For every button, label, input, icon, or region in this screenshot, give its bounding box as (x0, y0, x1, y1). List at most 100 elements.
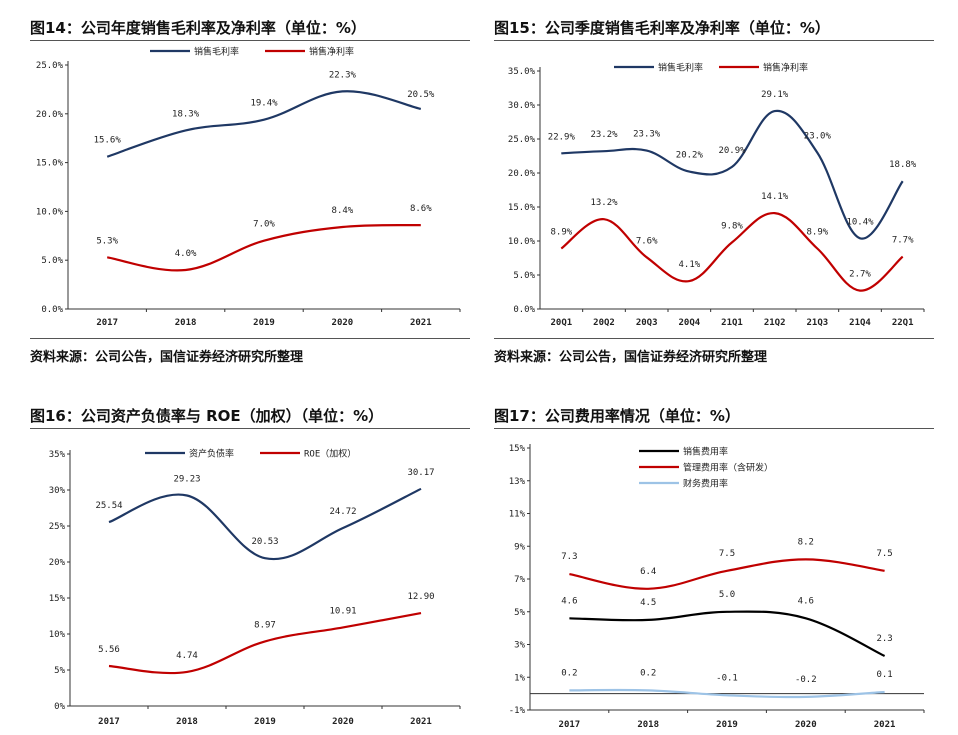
data-label: 4.1% (678, 260, 700, 270)
x-tick-label: 2021 (410, 717, 432, 727)
y-tick-label: 0.0% (41, 305, 63, 315)
y-tick-label: 3% (514, 641, 525, 651)
data-label: 7.7% (892, 236, 914, 246)
x-tick-label: 21Q1 (721, 318, 743, 328)
data-label: 20.53 (251, 537, 278, 547)
chart-fig14: 0.0% 5.0% 10.0% 15.0% 20.0% 25.0% 2017 2018 2019… (36, 46, 461, 328)
data-label: 18.3% (172, 109, 200, 119)
chart-panel-fig17: 图17：公司费用率情况（单位：%） -1% 1% 3% 5% 7% 9% 11% 13% 15%… (494, 393, 934, 735)
legend-label: 销售毛利率 (194, 46, 239, 58)
chart-title: 图16：公司资产负债率与 ROE（加权）（单位：%） (30, 407, 384, 425)
x-tick-label: 2017 (559, 720, 581, 730)
y-tick-label: 5.0% (513, 271, 535, 281)
data-label: 0.2 (640, 668, 656, 678)
data-label: 20.2% (676, 151, 704, 161)
data-label: 2.7% (849, 270, 871, 280)
chart-title: 图14：公司年度销售毛利率及净利率（单位：%） (30, 19, 366, 37)
y-tick-label: 30% (49, 486, 66, 496)
y-tick-label: 0.0% (513, 305, 535, 315)
series-line (107, 223, 421, 272)
data-label: 0.2 (561, 668, 577, 678)
y-tick-label: 15% (509, 444, 526, 454)
chart-panel-fig16: 图16：公司资产负债率与 ROE（加权）（单位：%） 0% 5% 10% 15% 20%… (30, 393, 470, 735)
title-divider (494, 428, 934, 429)
title-divider (494, 40, 934, 41)
x-tick-label: 2018 (176, 717, 198, 727)
y-tick-label: 20% (49, 558, 66, 568)
data-label: 2.3 (876, 634, 892, 644)
data-label: 4.5 (640, 598, 656, 608)
y-tick-label: 0% (54, 702, 65, 712)
y-tick-label: 9% (514, 542, 525, 552)
data-label: 20.9% (718, 146, 746, 156)
y-tick-label: 10% (49, 630, 66, 640)
y-tick-label: 15.0% (508, 203, 536, 213)
chart-title: 图15：公司季度销售毛利率及净利率（单位：%） (494, 19, 830, 37)
x-tick-label: 2017 (96, 318, 118, 328)
x-tick-label: 20Q1 (550, 318, 572, 328)
x-tick-label: 2019 (254, 717, 276, 727)
chart-fig15: 0.0% 5.0% 10.0% 15.0% 20.0% 25.0% 30.0% 35.0% 20… (508, 62, 925, 328)
x-tick-label: 2020 (332, 318, 354, 328)
data-label: 15.6% (94, 136, 122, 146)
y-tick-label: -1% (509, 706, 526, 716)
data-label: 8.97 (254, 620, 276, 630)
data-label: 8.9% (806, 227, 828, 237)
y-tick-label: 5.0% (41, 256, 63, 266)
x-tick-label: 2021 (410, 318, 432, 328)
source-divider (494, 338, 934, 339)
data-label: 23.0% (804, 132, 832, 142)
y-tick-label: 10.0% (508, 237, 536, 247)
title-divider (30, 428, 470, 429)
legend-label: 资产负债率 (189, 448, 234, 460)
data-label: 6.4 (640, 567, 656, 577)
x-tick-label: 2017 (98, 717, 120, 727)
data-label: 22.9% (548, 132, 576, 142)
data-label: 24.72 (329, 507, 356, 517)
source-divider (30, 338, 470, 339)
x-tick-label: 2019 (716, 720, 738, 730)
y-tick-label: 30.0% (508, 101, 536, 111)
y-tick-label: 15.0% (36, 159, 64, 169)
data-label: 8.9% (550, 227, 572, 237)
data-label: 29.23 (173, 475, 200, 485)
y-tick-label: 15% (49, 594, 66, 604)
y-tick-label: 11% (509, 510, 526, 520)
x-tick-label: 2018 (175, 318, 197, 328)
data-label: 10.4% (846, 217, 874, 227)
data-label: 14.1% (761, 192, 789, 202)
data-label: 7.3 (561, 552, 577, 562)
y-tick-label: 20.0% (508, 169, 536, 179)
y-tick-label: 25.0% (508, 135, 536, 145)
chart-panel-fig14: 图14：公司年度销售毛利率及净利率（单位：%） 0.0% 5.0% 10.0% 15.… (30, 0, 470, 370)
x-tick-label: 2019 (253, 318, 275, 328)
data-label: 7.6% (636, 236, 658, 246)
data-label: 4.0% (175, 249, 197, 259)
source-note: 资料来源：公司公告，国信证券经济研究所整理 (494, 350, 768, 365)
legend-label: 销售净利率 (309, 46, 354, 58)
legend-label: 财务费用率 (683, 478, 728, 490)
data-label: 30.17 (407, 468, 434, 478)
data-label: 5.0 (719, 590, 735, 600)
data-label: 25.54 (95, 501, 122, 511)
legend-label: ROE（加权） (304, 448, 356, 460)
data-label: 4.6 (798, 596, 814, 606)
data-label: 7.0% (253, 220, 275, 230)
data-label: 5.56 (98, 645, 120, 655)
data-label: 8.6% (410, 204, 432, 214)
data-label: 29.1% (761, 90, 789, 100)
x-tick-label: 22Q1 (892, 318, 914, 328)
data-label: 7.5 (876, 549, 892, 559)
data-label: 0.1 (876, 670, 892, 680)
chart-fig16: 0% 5% 10% 15% 20% 25% 30% 35% 2017 2018 2019 2020 20… (49, 448, 461, 727)
x-tick-label: 21Q3 (806, 318, 828, 328)
legend-label: 销售费用率 (683, 446, 728, 458)
y-tick-label: 5% (514, 608, 525, 618)
data-label: 8.4% (332, 206, 354, 216)
chart-fig17: -1% 1% 3% 5% 7% 9% 11% 13% 15% 2017 2018 2019 2020 20… (509, 444, 925, 730)
data-label: -0.1 (716, 673, 738, 683)
series-line (108, 487, 422, 561)
y-tick-label: 35% (49, 450, 66, 460)
data-label: 13.2% (590, 198, 618, 208)
y-tick-label: 5% (54, 666, 65, 676)
